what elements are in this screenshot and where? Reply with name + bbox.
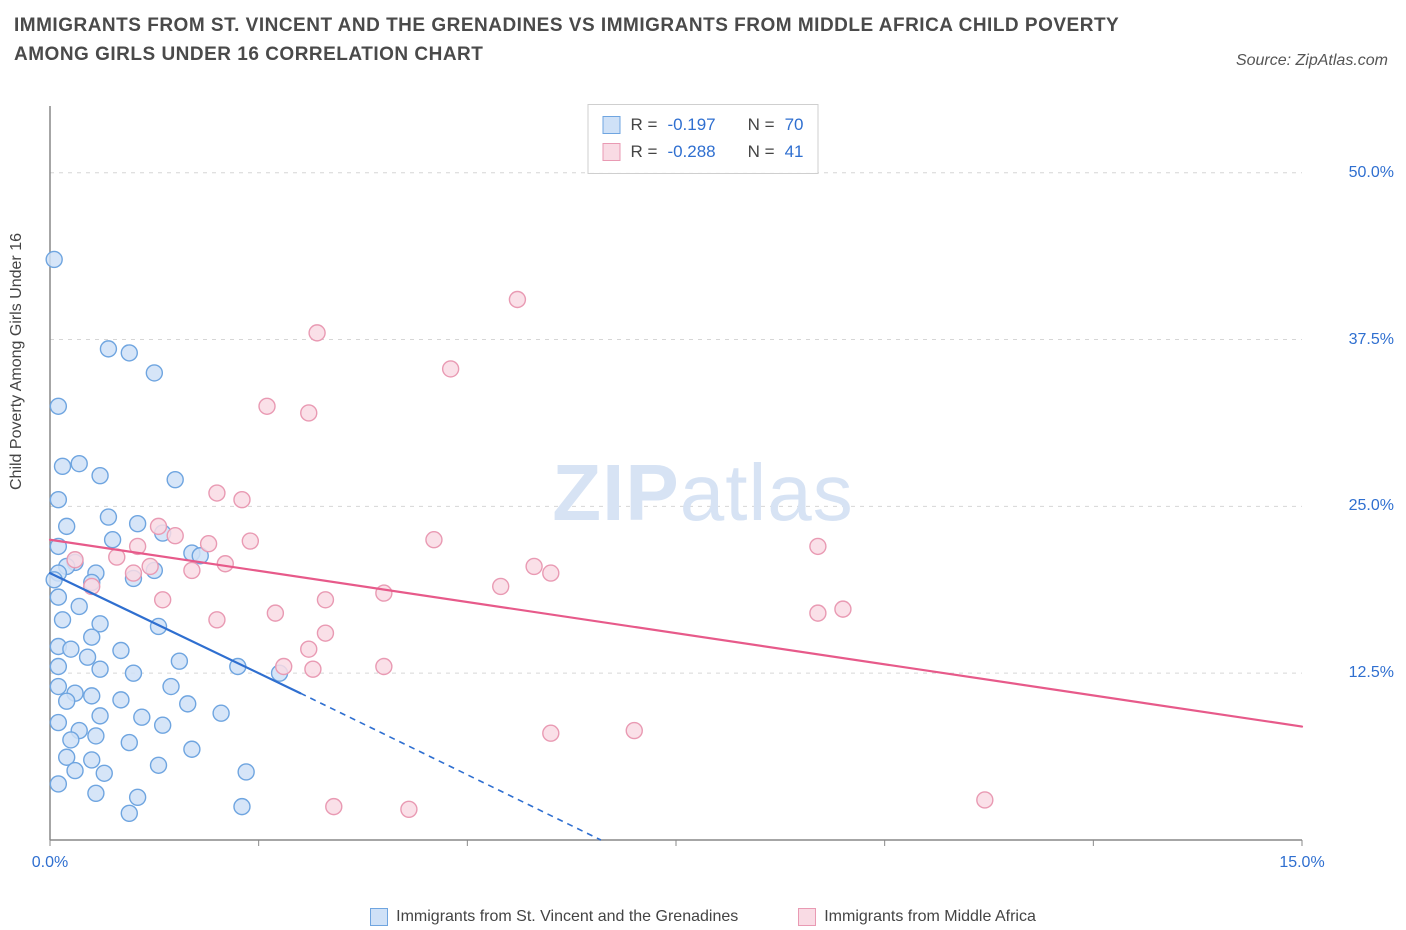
legend-item-1: Immigrants from St. Vincent and the Gren… bbox=[370, 908, 738, 926]
y-tick-label: 25.0% bbox=[1349, 497, 1394, 515]
r-value-1: -0.197 bbox=[667, 111, 715, 138]
y-tick-label: 37.5% bbox=[1349, 331, 1394, 349]
swatch-series-2 bbox=[603, 143, 621, 161]
stats-row-1: R = -0.197 N = 70 bbox=[603, 111, 804, 138]
chart-title: IMMIGRANTS FROM ST. VINCENT AND THE GREN… bbox=[14, 12, 1124, 69]
n-label-1: N = bbox=[748, 111, 775, 138]
y-tick-label: 50.0% bbox=[1349, 164, 1394, 182]
x-tick-label: 15.0% bbox=[1279, 854, 1324, 872]
bottom-legend: Immigrants from St. Vincent and the Gren… bbox=[0, 908, 1406, 926]
n-label-2: N = bbox=[748, 138, 775, 165]
stats-legend: R = -0.197 N = 70 R = -0.288 N = 41 bbox=[588, 104, 819, 174]
r-value-2: -0.288 bbox=[667, 138, 715, 165]
legend-swatch-1 bbox=[370, 908, 388, 926]
legend-label-1: Immigrants from St. Vincent and the Gren… bbox=[396, 908, 738, 926]
n-value-1: 70 bbox=[785, 111, 804, 138]
y-tick-label: 12.5% bbox=[1349, 664, 1394, 682]
chart-svg bbox=[44, 100, 1390, 880]
x-tick-label: 0.0% bbox=[32, 854, 68, 872]
r-label-1: R = bbox=[631, 111, 658, 138]
source-attribution: Source: ZipAtlas.com bbox=[1236, 52, 1388, 70]
n-value-2: 41 bbox=[785, 138, 804, 165]
r-label-2: R = bbox=[631, 138, 658, 165]
scatter-chart bbox=[44, 100, 1390, 880]
legend-item-2: Immigrants from Middle Africa bbox=[798, 908, 1036, 926]
stats-row-2: R = -0.288 N = 41 bbox=[603, 138, 804, 165]
legend-swatch-2 bbox=[798, 908, 816, 926]
legend-label-2: Immigrants from Middle Africa bbox=[824, 908, 1036, 926]
y-axis-label: Child Poverty Among Girls Under 16 bbox=[8, 233, 26, 490]
swatch-series-1 bbox=[603, 116, 621, 134]
